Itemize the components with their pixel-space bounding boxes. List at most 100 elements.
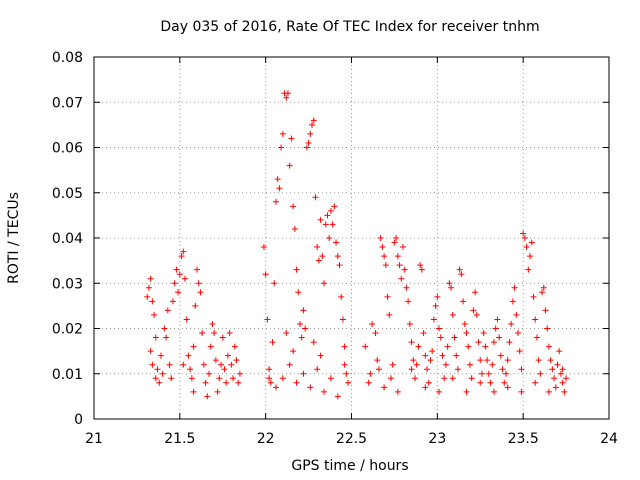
data-point [190, 388, 197, 395]
data-point [283, 330, 290, 337]
data-point [382, 262, 389, 269]
data-point [147, 275, 154, 282]
data-point [181, 275, 188, 282]
data-point [315, 257, 322, 264]
data-point [173, 266, 180, 273]
data-point [269, 339, 276, 346]
data-point [425, 379, 432, 386]
data-point [408, 366, 415, 373]
data-point [341, 343, 348, 350]
data-point [424, 366, 431, 373]
data-point [432, 302, 439, 309]
data-point [496, 334, 503, 341]
data-point [190, 343, 197, 350]
data-point [384, 293, 391, 300]
x-tick-label: 22 [257, 431, 275, 447]
data-point [422, 352, 429, 359]
data-point [178, 253, 185, 260]
data-point [290, 203, 297, 210]
data-point [499, 366, 506, 373]
data-point [276, 185, 283, 192]
data-point [188, 375, 195, 382]
data-point [494, 316, 501, 323]
data-point [149, 298, 156, 305]
data-point [434, 293, 441, 300]
data-point [194, 266, 200, 273]
data-point [216, 375, 223, 382]
data-point [456, 266, 463, 273]
data-point [341, 361, 348, 368]
data-point [336, 262, 343, 269]
data-point [221, 366, 228, 373]
y-tick-label: 0.02 [52, 322, 83, 338]
data-point [381, 253, 388, 260]
data-point [458, 271, 465, 278]
data-point [442, 361, 449, 368]
data-point [372, 330, 379, 337]
x-tick-label: 23.5 [508, 431, 539, 447]
data-point [266, 375, 273, 382]
data-point [219, 334, 226, 341]
data-point [264, 316, 271, 323]
data-point [197, 289, 204, 296]
data-point [427, 357, 434, 364]
data-point [183, 316, 190, 323]
data-point [497, 352, 504, 359]
data-point [561, 388, 568, 395]
data-point [554, 361, 561, 368]
data-point [429, 348, 436, 355]
data-point [161, 325, 168, 332]
data-point [508, 320, 515, 327]
data-point [559, 379, 566, 386]
data-point [314, 366, 321, 373]
data-point [405, 298, 412, 305]
data-point [212, 357, 219, 364]
data-point [327, 207, 334, 214]
data-point [327, 375, 334, 382]
data-point [365, 379, 372, 386]
data-point [463, 330, 470, 337]
data-point [293, 266, 300, 273]
data-point [540, 284, 547, 291]
data-point [552, 384, 559, 391]
data-point [200, 361, 207, 368]
data-point [271, 280, 278, 287]
data-point [415, 343, 422, 350]
data-point [379, 244, 386, 251]
data-point [236, 370, 243, 377]
data-point [260, 244, 267, 251]
data-point [293, 379, 300, 386]
data-point [176, 271, 183, 278]
data-point [523, 244, 530, 251]
data-point [460, 298, 467, 305]
data-point [334, 393, 341, 400]
data-point [477, 379, 484, 386]
y-tick-label: 0.01 [52, 367, 83, 383]
data-point [152, 375, 159, 382]
data-point [345, 379, 352, 386]
data-point [444, 343, 451, 350]
data-point [156, 379, 163, 386]
data-point [535, 357, 542, 364]
data-point [338, 293, 345, 300]
data-point [542, 307, 549, 314]
data-point [381, 384, 388, 391]
data-point [453, 352, 460, 359]
data-point [470, 307, 477, 314]
data-point [339, 316, 346, 323]
data-point [549, 366, 556, 373]
data-point [290, 348, 297, 355]
data-point [413, 361, 420, 368]
data-point [406, 320, 413, 327]
data-point [465, 343, 472, 350]
data-point [480, 330, 487, 337]
data-point [516, 348, 523, 355]
data-point [309, 121, 316, 128]
data-point [310, 117, 317, 124]
data-point [436, 388, 443, 395]
data-point [279, 130, 286, 137]
data-point [175, 289, 182, 296]
data-point [563, 375, 570, 382]
data-point [466, 361, 473, 368]
data-point [403, 284, 410, 291]
